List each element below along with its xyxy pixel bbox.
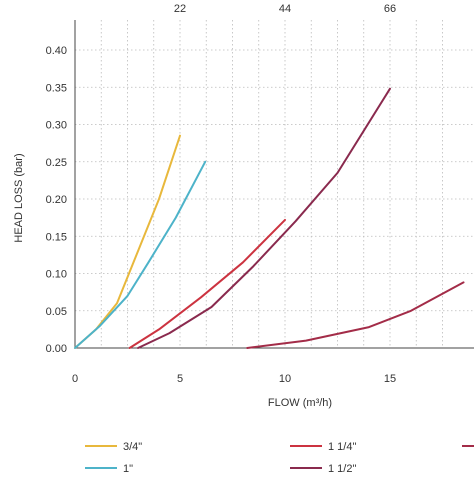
top-tick-label: 44 — [279, 3, 291, 15]
grid — [75, 20, 474, 348]
axes — [74, 20, 474, 349]
series-line — [128, 218, 286, 349]
legend-label: 3/4" — [123, 441, 142, 453]
series-line — [74, 160, 207, 349]
x-tick-label: 15 — [384, 373, 396, 385]
legend-label: 1" — [123, 463, 133, 475]
series-line — [246, 281, 465, 349]
top-tick-labels: 22 44 66 — [174, 3, 396, 15]
y-tick-labels: 0.00 0.05 0.10 0.15 0.20 0.25 0.30 0.35 0.40 — [46, 45, 67, 355]
x-axis-title: FLOW (m³/h) — [268, 397, 332, 409]
y-tick-label: 0.35 — [46, 82, 67, 94]
y-tick-label: 0.05 — [46, 306, 67, 318]
y-tick-label: 0.00 — [46, 343, 67, 355]
x-tick-label: 0 — [72, 373, 78, 385]
y-tick-label: 0.30 — [46, 120, 67, 132]
x-tick-label: 5 — [177, 373, 183, 385]
y-tick-label: 0.40 — [46, 45, 67, 57]
x-tick-labels: 0 5 10 15 — [72, 373, 396, 385]
y-axis-title: HEAD LOSS (bar) — [13, 153, 25, 242]
series-line — [137, 87, 391, 349]
top-tick-label: 66 — [384, 3, 396, 15]
y-tick-label: 0.10 — [46, 269, 67, 281]
y-tick-label: 0.15 — [46, 231, 67, 243]
legend-label: 1 1/2" — [328, 463, 356, 475]
y-tick-label: 0.25 — [46, 157, 67, 169]
series-lines — [74, 87, 465, 349]
top-tick-label: 22 — [174, 3, 186, 15]
legend: 3/4" 1" 1 1/4" 1 1/2" — [85, 441, 474, 475]
x-tick-label: 10 — [279, 373, 291, 385]
y-tick-label: 0.20 — [46, 194, 67, 206]
legend-label: 1 1/4" — [328, 441, 356, 453]
